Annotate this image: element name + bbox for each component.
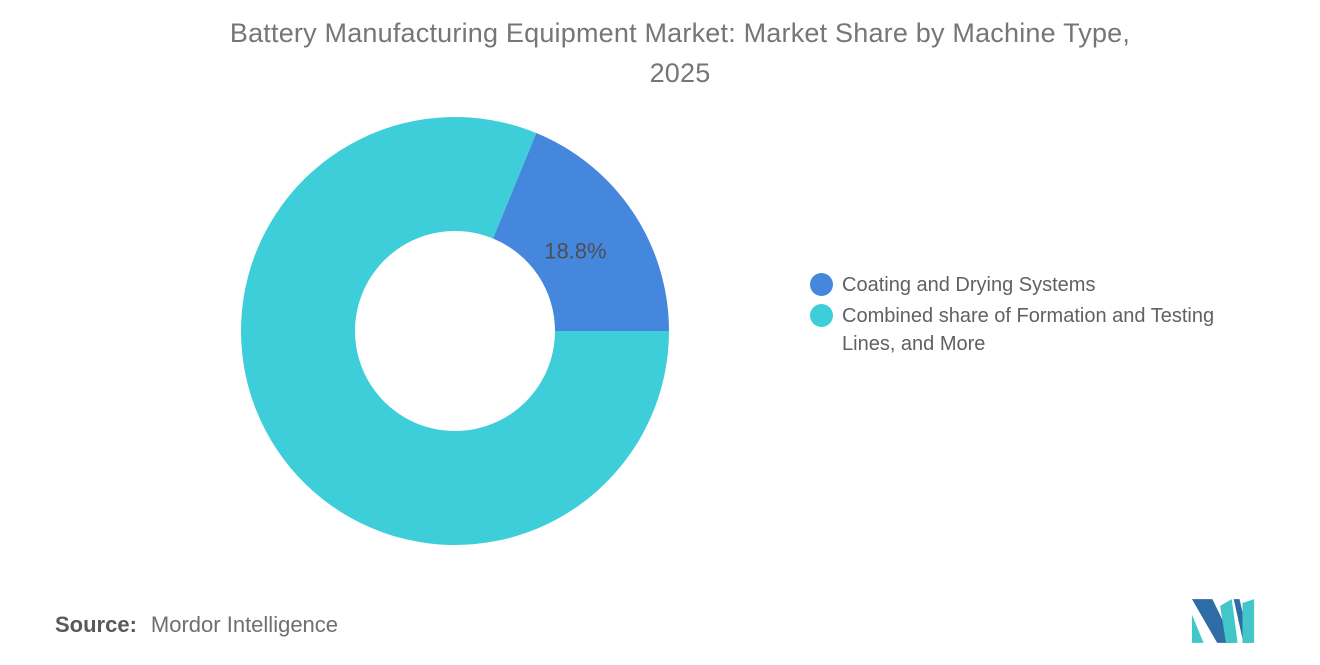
legend-item-coating-and-drying-systems[interactable]: Coating and Drying Systems [810,271,1270,299]
legend-item-combined-share[interactable]: Combined share of Formation and Testing … [810,302,1270,358]
legend-label: Combined share of Formation and Testing … [842,305,1215,355]
chart-title-line2: 2025 [649,58,711,88]
source-attribution: Source: Mordor Intelligence [55,612,338,638]
logo-shape-teal-left [1191,614,1204,643]
mordor-intelligence-logo [1191,599,1255,643]
donut-slice-label: 18.8% [544,238,606,263]
donut-slice[interactable] [492,133,669,331]
chart-legend: Coating and Drying Systems Combined shar… [810,271,1270,361]
source-label: Source: [55,612,137,637]
logo-shape-teal-i [1242,599,1255,643]
logo-shape-blue-main [1191,599,1234,643]
chart-title: Battery Manufacturing Equipment Market: … [60,13,1300,93]
legend-marker-icon [810,304,833,327]
donut-chart: 18.8% [240,116,669,545]
chart-title-line1: Battery Manufacturing Equipment Market: … [229,18,1131,48]
logo-shape-teal-middle [1220,599,1238,643]
donut-slice[interactable] [240,116,669,545]
legend-marker-icon [810,273,833,296]
legend-label: Coating and Drying Systems [842,274,1096,296]
source-value: Mordor Intelligence [150,612,339,637]
